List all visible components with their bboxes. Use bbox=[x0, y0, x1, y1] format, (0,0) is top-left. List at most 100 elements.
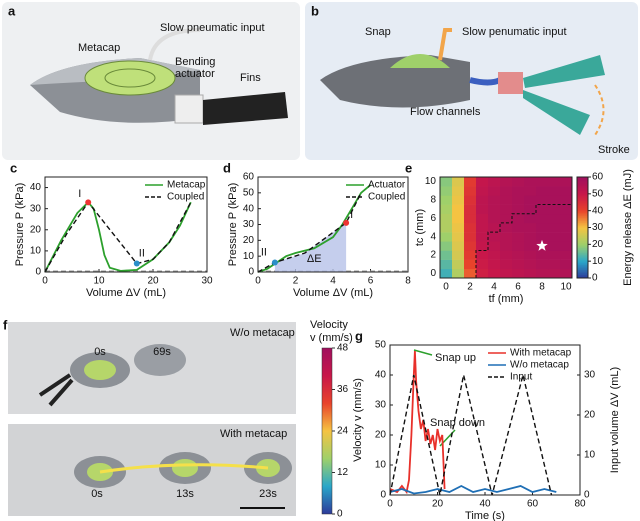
panel-letter: d bbox=[223, 160, 231, 175]
heat-cell bbox=[548, 232, 561, 242]
heat-cell bbox=[500, 259, 513, 270]
y-tick-label: 2 bbox=[430, 250, 436, 261]
heat-cell bbox=[464, 195, 477, 205]
y-tick-label: 20 bbox=[243, 235, 255, 246]
colorbar-step bbox=[577, 246, 588, 249]
heat-cell bbox=[464, 213, 477, 224]
colorbar-step bbox=[577, 269, 588, 272]
colorbar-step bbox=[577, 178, 588, 181]
heat-cell bbox=[548, 222, 561, 233]
colorbar-step bbox=[577, 252, 588, 255]
label: Bending bbox=[175, 56, 215, 68]
label: 0s bbox=[94, 346, 106, 358]
label: actuator bbox=[175, 68, 215, 80]
colorbar-step bbox=[577, 207, 588, 210]
plot-frame bbox=[44, 176, 208, 273]
colorbar-step bbox=[577, 272, 588, 276]
heat-cell bbox=[536, 177, 549, 187]
colorbar-step bbox=[577, 256, 588, 259]
label: W/o metacap bbox=[230, 327, 295, 339]
heat-cell bbox=[440, 268, 453, 279]
label: Slow pneumatic input bbox=[160, 22, 265, 34]
colorbar-step bbox=[577, 202, 588, 205]
x-tick-label: 8 bbox=[405, 276, 411, 287]
colorbar-step bbox=[577, 267, 588, 270]
colorbar-step bbox=[577, 219, 588, 222]
heat-cell bbox=[464, 204, 477, 215]
colorbar-tick-label: 36 bbox=[337, 384, 349, 395]
heat-cell bbox=[500, 241, 513, 251]
y-tick-label: 0 bbox=[380, 490, 386, 501]
y-tick-label: 30 bbox=[375, 400, 387, 411]
y-tick-label: 20 bbox=[30, 224, 42, 235]
legend-label: Actuator bbox=[368, 180, 406, 191]
x-tick-label: 40 bbox=[479, 499, 491, 510]
series-line bbox=[44, 201, 192, 273]
colorbar-step bbox=[577, 214, 588, 217]
heat-cell bbox=[476, 268, 489, 279]
colorbar-step bbox=[577, 225, 588, 228]
heat-cell bbox=[536, 250, 549, 260]
heat-cell bbox=[536, 186, 549, 196]
colorbar-step bbox=[577, 197, 588, 200]
x-tick-label: 0 bbox=[443, 282, 449, 293]
annotation: Snap up bbox=[435, 352, 476, 364]
boundary bbox=[475, 204, 572, 278]
y-tick-label: 50 bbox=[375, 340, 387, 351]
heat-cell bbox=[512, 177, 525, 187]
plot-frame bbox=[389, 344, 581, 496]
heat-cell bbox=[476, 232, 489, 242]
colorbar-step bbox=[577, 208, 588, 212]
heat-cell bbox=[512, 250, 525, 260]
y-tick-label: 0 bbox=[430, 268, 436, 279]
x-tick-label: 0 bbox=[255, 276, 261, 287]
heat-cell bbox=[500, 250, 513, 260]
colorbar-step bbox=[577, 262, 588, 265]
heat-cell bbox=[464, 177, 477, 187]
heat-cell bbox=[536, 259, 549, 270]
x-tick-label: 4 bbox=[330, 276, 336, 287]
heat-cell bbox=[536, 195, 549, 205]
heat-cell bbox=[560, 177, 573, 187]
y-axis-label: Pressure P (kPa) bbox=[14, 183, 26, 267]
x-axis-label: Volume ΔV (mL) bbox=[293, 287, 373, 299]
label: 0s bbox=[91, 488, 103, 500]
annotation: II bbox=[139, 247, 145, 259]
y-tick-label: 60 bbox=[243, 172, 255, 183]
point bbox=[133, 260, 140, 267]
label: Metacap bbox=[78, 42, 120, 54]
heat-cell bbox=[476, 213, 489, 224]
heat-cell bbox=[464, 268, 477, 279]
heat-cell bbox=[488, 213, 501, 224]
colorbar-tick-label: 24 bbox=[337, 426, 349, 437]
colorbar-step bbox=[577, 230, 588, 233]
colorbar-title: Velocity bbox=[310, 319, 348, 331]
colorbar-step bbox=[577, 212, 588, 215]
annotation-arrow bbox=[413, 349, 456, 447]
series-line bbox=[44, 200, 192, 273]
heat-cell bbox=[548, 177, 561, 187]
heat-cell bbox=[500, 222, 513, 233]
label: Flow channels bbox=[410, 106, 481, 118]
annotation: ΔE bbox=[307, 253, 322, 265]
y-tick-label: 4 bbox=[430, 231, 436, 242]
y-axis-label: Velocity v (mm/s) bbox=[352, 378, 364, 462]
plot-frame bbox=[439, 176, 573, 279]
heat-cell bbox=[488, 204, 501, 215]
heat-cell bbox=[488, 222, 501, 233]
heat-cell bbox=[464, 232, 477, 242]
colorbar-step bbox=[577, 242, 588, 245]
series-line bbox=[389, 484, 557, 495]
x-tick-label: 6 bbox=[368, 276, 374, 287]
colorbar-tick-label: 48 bbox=[337, 343, 349, 354]
label: 69s bbox=[153, 346, 171, 358]
colorbar-step bbox=[577, 240, 588, 244]
colorbar-step bbox=[577, 188, 588, 191]
heat-cell bbox=[452, 250, 465, 260]
colorbar-step bbox=[577, 232, 588, 235]
colorbar-step bbox=[577, 210, 588, 213]
heat-cell bbox=[488, 268, 501, 279]
x-tick-label: 4 bbox=[491, 282, 497, 293]
panel-letter: b bbox=[311, 3, 319, 18]
